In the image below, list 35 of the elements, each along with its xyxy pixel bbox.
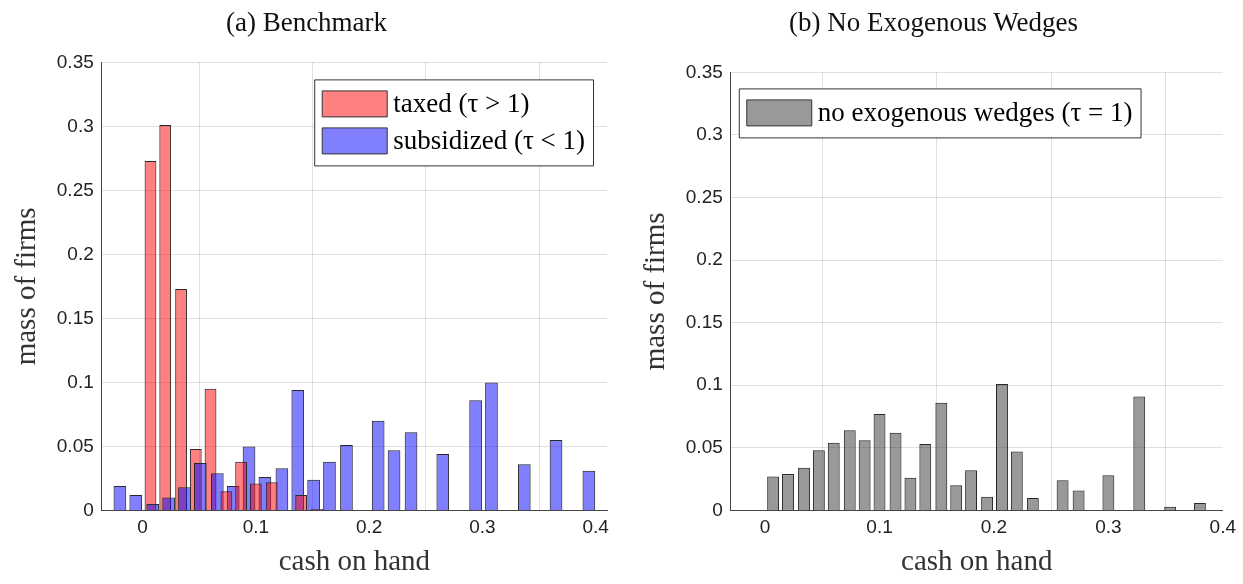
y-tick-label: 0.3 <box>67 114 94 136</box>
x-tick-label: 0.4 <box>582 516 610 538</box>
y-tick-label: 0.05 <box>56 434 94 456</box>
legend-label: no exogenous wedges (τ = 1) <box>817 96 1133 127</box>
y-tick-label: 0.3 <box>696 123 723 145</box>
x-tick-label: 0 <box>137 516 148 538</box>
x-tick-label: 0.1 <box>866 516 893 538</box>
y-tick-label: 0.15 <box>685 310 723 332</box>
legend-label: subsidized (τ < 1) <box>393 124 585 155</box>
x-tick-label: 0.4 <box>1209 516 1237 538</box>
x-tick-label: 0 <box>759 516 771 538</box>
y-tick-label: 0 <box>712 498 723 520</box>
y-tick-label: 0.25 <box>685 185 723 207</box>
y-tick-label: 0.35 <box>685 60 723 82</box>
x-axis-title: cash on hand <box>901 544 1053 577</box>
y-tick-label: 0.25 <box>56 178 94 200</box>
y-tick-label: 0.15 <box>56 306 94 328</box>
y-tick-label: 0.1 <box>67 370 94 392</box>
y-tick-label: 0 <box>83 498 94 520</box>
y-axis-title: mass of firms <box>638 212 671 371</box>
chart-title: (a) Benchmark <box>225 7 388 38</box>
chart-title: (b) No Exogenous Wedges <box>788 7 1079 38</box>
legend-label: taxed (τ > 1) <box>393 87 530 118</box>
y-tick-label: 0.2 <box>696 248 723 270</box>
x-tick-label: 0.3 <box>1095 516 1122 538</box>
y-tick-label: 0.05 <box>685 436 723 458</box>
y-tick-label: 0.1 <box>696 373 723 395</box>
x-tick-label: 0.2 <box>355 516 383 538</box>
x-axis-title: cash on hand <box>278 544 431 577</box>
x-tick-label: 0.1 <box>242 516 270 538</box>
y-axis-title: mass of firms <box>9 207 42 366</box>
y-tick-label: 0.2 <box>67 242 94 264</box>
x-tick-label: 0.3 <box>469 516 496 538</box>
y-tick-label: 0.35 <box>56 50 94 72</box>
x-tick-label: 0.2 <box>980 516 1008 538</box>
